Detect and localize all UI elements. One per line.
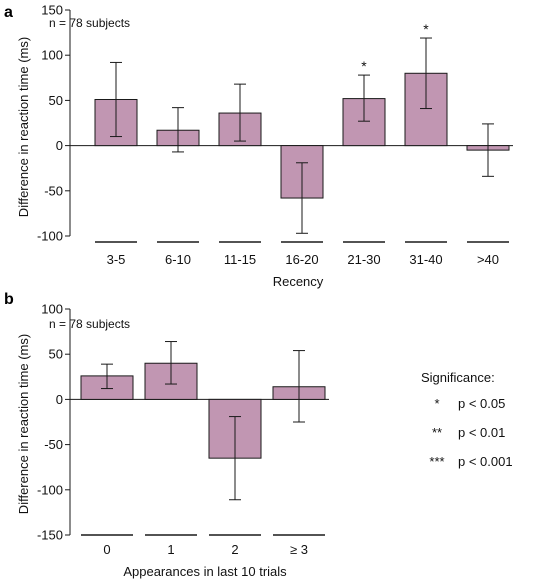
legend-label-2: p < 0.001 [458, 454, 513, 469]
panel-b-ylabel: Difference in reaction time (ms) [16, 334, 31, 514]
panel-a-category-label-0: 3-5 [107, 252, 126, 267]
panel-a-letter: a [4, 4, 13, 21]
panel-a-category-label-6: >40 [477, 252, 499, 267]
panel-b-y-tick-label: 0 [56, 392, 63, 407]
panel-b-category-label-0: 0 [103, 542, 110, 557]
panel-b-y-tick-label: -100 [37, 482, 63, 497]
panel-a-y-tick-label: 50 [49, 93, 63, 108]
panel-a-y-tick-label: 100 [41, 48, 63, 63]
panel-b: b n = 78 subjects Appearances in last 10… [4, 291, 329, 579]
legend-symbol-0: * [434, 396, 439, 411]
panel-a-category-label-1: 6-10 [165, 252, 191, 267]
panel-a-ylabel: Difference in reaction time (ms) [16, 37, 31, 217]
panel-b-xlabel: Appearances in last 10 trials [123, 564, 287, 579]
panel-a-y-tick-label: 0 [56, 138, 63, 153]
panel-a-significance-4: * [361, 58, 367, 74]
panel-a-significance-5: * [423, 21, 429, 37]
panel-b-category-label-1: 1 [167, 542, 174, 557]
panel-b-y-tick-label: 100 [41, 302, 63, 317]
legend-label-1: p < 0.01 [458, 425, 505, 440]
panel-a-y-tick-label: -50 [44, 183, 63, 198]
panel-b-y-tick-label: -150 [37, 528, 63, 543]
panel-a-annotation: n = 78 subjects [49, 16, 130, 30]
significance-legend: Significance: * p < 0.05 ** p < 0.01 *** p < … [421, 370, 513, 469]
panel-a-y-tick-label: -100 [37, 229, 63, 244]
panel-a-category-label-3: 16-20 [285, 252, 318, 267]
panel-a-category-label-2: 11-15 [224, 252, 256, 267]
legend-symbol-2: *** [429, 454, 444, 469]
panel-b-y-tick-label: -50 [44, 437, 63, 452]
legend-symbol-1: ** [432, 425, 442, 440]
panel-b-y-tick-label: 50 [49, 347, 63, 362]
panel-a-category-label-4: 21-30 [347, 252, 380, 267]
panel-b-category-label-3: ≥ 3 [290, 542, 308, 557]
legend-title: Significance: [421, 370, 495, 385]
legend-label-0: p < 0.05 [458, 396, 505, 411]
panel-a: a n = 78 subjects Recency Difference in … [4, 3, 513, 289]
panel-b-letter: b [4, 291, 14, 308]
panel-b-annotation: n = 78 subjects [49, 317, 130, 331]
panel-a-y-tick-label: 150 [41, 3, 63, 18]
panel-b-category-label-2: 2 [231, 542, 238, 557]
panel-a-xlabel: Recency [273, 274, 324, 289]
panel-a-category-label-5: 31-40 [409, 252, 442, 267]
